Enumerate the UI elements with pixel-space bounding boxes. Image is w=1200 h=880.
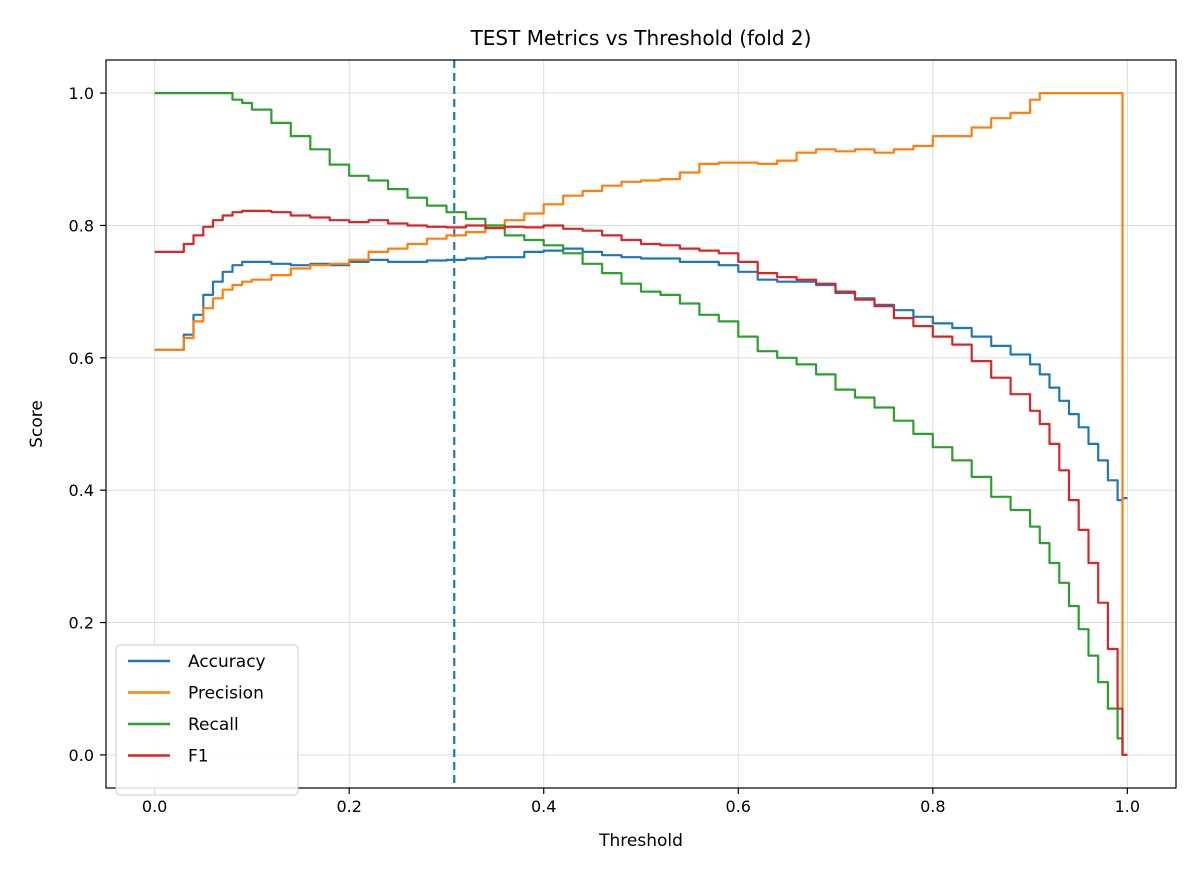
legend-box	[115, 644, 299, 796]
legend-label: Accuracy	[188, 652, 266, 672]
legend-label: Precision	[188, 684, 264, 704]
x-tick-label: 0.4	[531, 797, 556, 816]
y-tick-label: 0.2	[69, 614, 94, 633]
series-line-precision	[154, 92, 1128, 756]
legend: Accuracy Precision Recall F1	[115, 644, 299, 796]
legend-label: F1	[188, 747, 209, 767]
x-tick-label: 0.0	[142, 797, 167, 816]
plot-frame	[105, 59, 1177, 789]
y-axis-ticks: 0.0 0.2 0.4 0.6 0.8 1.0	[69, 84, 106, 765]
series-line-recall	[154, 92, 1124, 755]
y-axis-label: Score	[27, 400, 47, 448]
x-axis-ticks: 0.0 0.2 0.4 0.6 0.8 1.0	[142, 788, 1140, 816]
x-tick-label: 0.2	[336, 797, 361, 816]
y-tick-label: 0.6	[69, 349, 94, 368]
x-tick-label: 0.8	[920, 797, 945, 816]
series-line-accuracy	[154, 247, 1128, 502]
y-tick-label: 0.8	[69, 216, 94, 235]
legend-label: Recall	[188, 715, 239, 735]
y-tick-label: 0.4	[69, 481, 94, 500]
y-tick-label: 1.0	[69, 84, 94, 103]
chart-title: TEST Metrics vs Threshold (fold 2)	[470, 26, 812, 50]
x-tick-label: 0.6	[726, 797, 751, 816]
series-line-f1	[154, 209, 1128, 756]
x-axis-label: Threshold	[598, 831, 683, 851]
y-tick-label: 0.0	[69, 746, 94, 765]
series-lines	[154, 92, 1128, 756]
x-tick-label: 1.0	[1115, 797, 1140, 816]
